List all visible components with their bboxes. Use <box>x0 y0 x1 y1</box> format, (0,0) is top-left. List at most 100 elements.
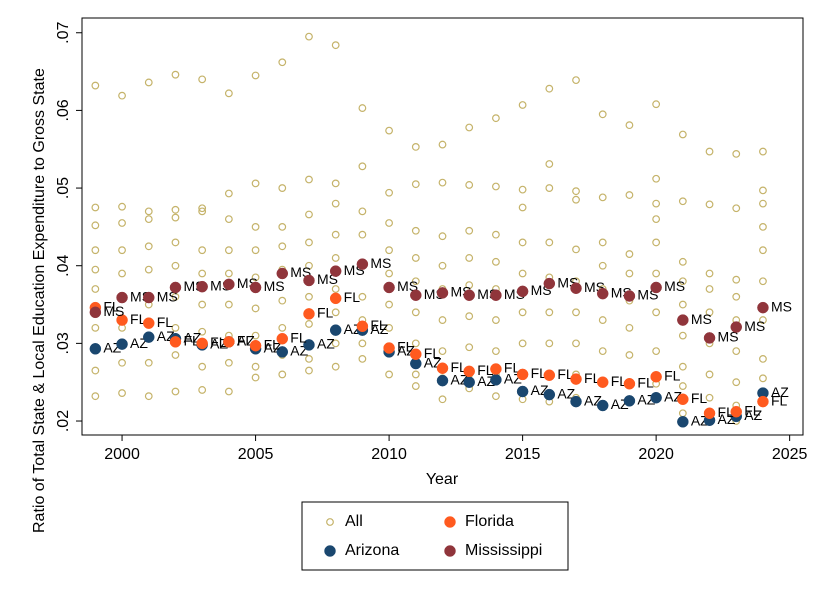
point-hollow <box>251 304 260 313</box>
point-hollow <box>598 261 607 270</box>
point <box>329 292 342 305</box>
point-hollow <box>358 354 367 363</box>
point-hollow <box>652 269 661 278</box>
point <box>543 369 556 381</box>
point <box>650 281 662 294</box>
point-label: FL <box>637 374 654 390</box>
point-hollow <box>732 204 741 213</box>
point-hollow <box>305 175 313 184</box>
point <box>249 339 262 352</box>
point-hollow <box>251 362 260 371</box>
point-hollow <box>385 370 393 379</box>
point-hollow <box>331 362 340 371</box>
point-hollow <box>171 205 180 214</box>
point <box>196 337 208 350</box>
point <box>490 363 502 375</box>
point-hollow <box>198 300 207 309</box>
point-hollow <box>385 323 393 332</box>
point-label: FL <box>317 305 334 321</box>
point-hollow <box>492 392 500 401</box>
point-hollow <box>331 254 340 262</box>
point <box>143 317 155 329</box>
point-label: FL <box>397 339 414 355</box>
point-label: FL <box>424 345 441 361</box>
point-label: MS <box>744 318 765 334</box>
point-label: MS <box>264 278 285 294</box>
point-hollow <box>385 300 393 309</box>
point-hollow <box>678 300 687 309</box>
point-label: FL <box>237 333 254 349</box>
point <box>169 281 182 294</box>
point-hollow <box>625 269 634 278</box>
point <box>463 365 475 378</box>
point-hollow <box>572 187 580 196</box>
point-hollow <box>224 358 233 367</box>
point-hollow <box>251 273 260 282</box>
point-hollow <box>144 215 153 224</box>
point-hollow <box>759 186 767 195</box>
point-hollow <box>678 197 687 206</box>
point-hollow <box>118 202 126 211</box>
point <box>116 314 128 326</box>
point-label: FL <box>771 392 788 408</box>
point-hollow <box>331 308 340 317</box>
y-tick-label: .05 <box>55 177 72 199</box>
point-label: MS <box>664 278 685 294</box>
point-hollow <box>331 41 340 50</box>
point-hollow <box>652 215 661 224</box>
point-hollow <box>492 182 500 191</box>
point-hollow <box>411 254 420 262</box>
point <box>329 324 342 336</box>
point-hollow <box>438 261 447 270</box>
point-hollow <box>411 226 420 235</box>
point <box>303 274 315 287</box>
point-hollow <box>732 149 741 158</box>
legend-label: Arizona <box>345 542 399 559</box>
point-hollow <box>278 323 287 332</box>
point-hollow <box>732 292 741 301</box>
point-hollow <box>518 101 527 109</box>
point-hollow <box>91 221 100 230</box>
point-hollow <box>91 81 100 90</box>
point-label: AZ <box>317 336 335 352</box>
point-hollow <box>251 222 260 231</box>
point-hollow <box>465 226 474 235</box>
point-hollow <box>438 395 447 404</box>
x-tick-label: 2010 <box>371 446 407 463</box>
point-hollow <box>545 308 554 317</box>
point <box>303 308 315 320</box>
point <box>650 391 662 404</box>
point <box>623 395 636 407</box>
point <box>677 314 689 326</box>
point <box>116 291 128 304</box>
point-hollow <box>171 351 180 359</box>
point <box>356 320 369 333</box>
point-hollow <box>678 382 687 390</box>
point-hollow <box>331 179 340 188</box>
y-tick-label: .03 <box>55 332 72 354</box>
point-hollow <box>492 316 500 324</box>
point-hollow <box>705 269 714 278</box>
point-hollow <box>91 265 100 274</box>
point <box>730 405 742 418</box>
point-hollow <box>732 378 741 387</box>
point <box>356 258 369 270</box>
point-hollow <box>358 162 367 171</box>
point-hollow <box>278 58 287 67</box>
legend-box <box>301 501 569 571</box>
point-hollow <box>438 232 447 241</box>
point <box>276 267 289 280</box>
point-hollow <box>278 184 287 192</box>
point <box>570 282 582 294</box>
point <box>196 280 208 293</box>
point <box>383 342 395 354</box>
point-hollow <box>331 339 340 348</box>
point-hollow <box>305 354 313 363</box>
point-hollow <box>545 184 554 192</box>
point-hollow <box>411 143 420 151</box>
point-label: FL <box>504 360 521 376</box>
point-hollow <box>492 257 500 266</box>
legend-marker <box>444 516 456 528</box>
point-label: AZ <box>370 321 388 337</box>
point-hollow <box>759 354 767 363</box>
